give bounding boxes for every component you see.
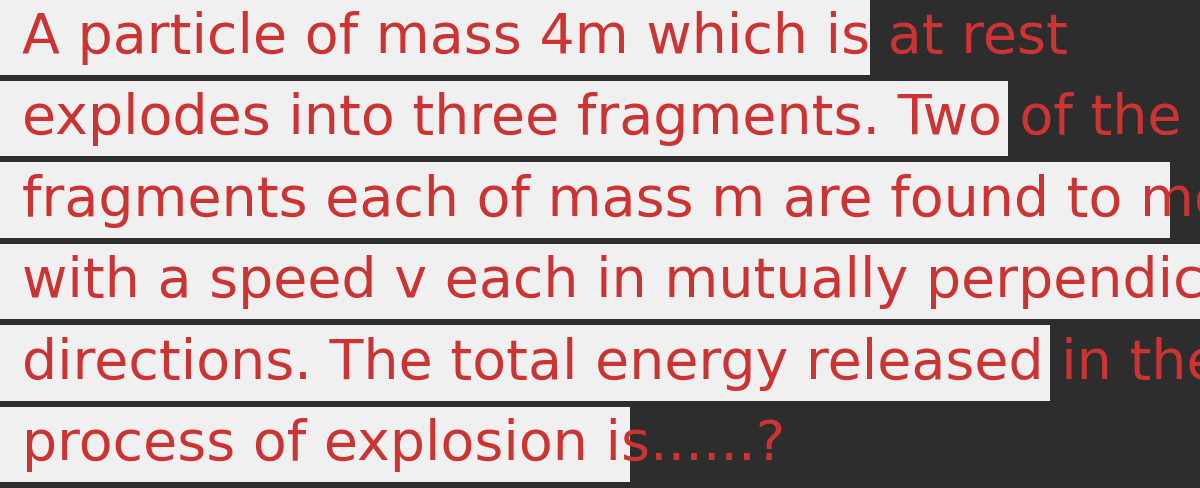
Bar — [0, 325, 1050, 401]
Bar — [0, 407, 630, 482]
Text: fragments each of mass m are found to move: fragments each of mass m are found to mo… — [22, 173, 1200, 227]
Bar — [0, 0, 870, 76]
Text: process of explosion is......?: process of explosion is......? — [22, 417, 785, 471]
Bar — [0, 163, 1170, 238]
Text: A particle of mass 4m which is at rest: A particle of mass 4m which is at rest — [22, 11, 1068, 65]
Bar — [0, 81, 1008, 157]
Text: explodes into three fragments. Two of the: explodes into three fragments. Two of th… — [22, 92, 1181, 146]
Text: with a speed v each in mutually perpendicular: with a speed v each in mutually perpendi… — [22, 255, 1200, 309]
Bar — [0, 244, 1200, 320]
Text: directions. The total energy released in the: directions. The total energy released in… — [22, 336, 1200, 390]
